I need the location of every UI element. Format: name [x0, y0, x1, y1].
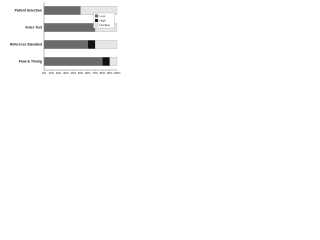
bar-segment: [87, 40, 96, 49]
y-tick-label: Patient Selection: [15, 8, 42, 12]
y-tick-label: Flow & Timing: [19, 59, 42, 63]
bar-segment: [43, 6, 81, 15]
bar-segment: [102, 57, 110, 66]
x-tick-label: 50%: [78, 71, 84, 75]
x-tick-label: 80%: [100, 71, 106, 75]
y-tick-label: Reference Standard: [10, 42, 42, 46]
x-tick-label: 30%: [63, 71, 69, 75]
legend-label: Unclear: [100, 23, 110, 27]
x-tick-label: 10%: [48, 71, 54, 75]
bar-segment: [43, 23, 96, 32]
x-tick-label: 60%: [85, 71, 91, 75]
legend-box: [93, 12, 115, 29]
legend-label: High: [100, 18, 107, 22]
x-tick-label: 20%: [56, 71, 62, 75]
bar-segment: [43, 57, 103, 66]
legend-swatch: [94, 23, 99, 27]
x-tick-label: 0%: [42, 71, 47, 75]
chart: 0% 10% 20% 30% 40% 50% 60% 70% 80% 90% 100% Patient…: [10, 2, 121, 75]
legend-swatch: [94, 18, 99, 23]
x-tick-label: 100%: [113, 71, 121, 75]
x-tick-label: 90%: [107, 71, 113, 75]
x-tick-label: 70%: [92, 71, 98, 75]
bar-segment: [43, 40, 88, 49]
y-tick-label: Index Test: [25, 25, 42, 29]
legend-swatch: [94, 14, 99, 18]
legend-label: Low: [100, 14, 106, 18]
x-tick-label: 40%: [70, 71, 76, 75]
page: {"chart_data": {"type": "bar", "orientat…: [0, 0, 121, 80]
bar-segment: [94, 40, 118, 49]
bar-segment: [109, 57, 118, 66]
